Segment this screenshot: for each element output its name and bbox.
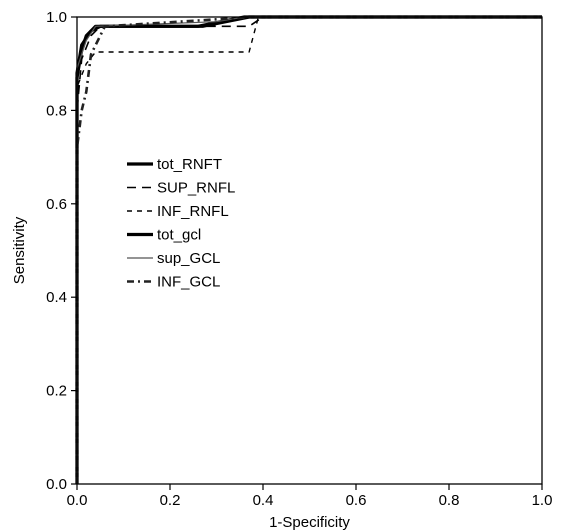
y-tick-label: 0.0 bbox=[46, 476, 67, 493]
series-line-sup-gcl bbox=[76, 16, 542, 484]
y-tick-label: 0.4 bbox=[46, 289, 67, 306]
y-tick-label: 0.2 bbox=[46, 383, 67, 400]
legend: tot_RNFT SUP_RNFL INF_RNFL tot_gcl sup_GCL IN… bbox=[127, 156, 235, 291]
series-line-tot-gcl bbox=[75, 15, 542, 484]
series-line-sup-rnfl bbox=[76, 16, 542, 484]
series-line-inf-gcl bbox=[75, 15, 542, 484]
x-axis-title: 1-Specificity bbox=[269, 514, 350, 531]
x-tick-label: 0.8 bbox=[439, 492, 460, 509]
series-line-tot-rnft bbox=[75, 15, 542, 484]
legend-label: sup_GCL bbox=[157, 250, 220, 267]
x-tick-label: 0.0 bbox=[67, 492, 88, 509]
x-tick-label: 0.2 bbox=[160, 492, 181, 509]
legend-label: INF_GCL bbox=[157, 274, 220, 291]
y-tick-label: 0.8 bbox=[46, 102, 67, 119]
legend-label: SUP_RNFL bbox=[157, 180, 235, 197]
x-tick-label: 0.6 bbox=[346, 492, 367, 509]
y-axis-title: Sensitivity bbox=[11, 216, 28, 284]
ticks-layer: 0.0 0.2 0.4 0.6 0.8 1.0 0.0 0.2 0.4 0.6 0.8 1.0 bbox=[46, 9, 552, 509]
legend-label: tot_RNFT bbox=[157, 156, 222, 173]
series-layer bbox=[75, 15, 542, 484]
x-tick-label: 0.4 bbox=[253, 492, 274, 509]
plot-frame bbox=[76, 16, 543, 485]
x-tick-label: 1.0 bbox=[532, 492, 553, 509]
y-tick-label: 1.0 bbox=[46, 9, 67, 26]
series-line-inf-rnfl bbox=[76, 16, 542, 484]
legend-label: INF_RNFL bbox=[157, 203, 229, 220]
y-tick-label: 0.6 bbox=[46, 196, 67, 213]
legend-label: tot_gcl bbox=[157, 227, 201, 244]
